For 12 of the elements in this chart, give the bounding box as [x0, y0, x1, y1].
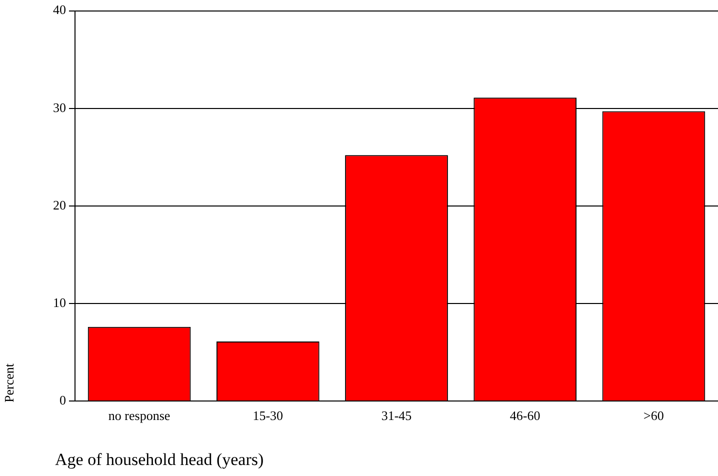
x-axis-title: Age of household head (years): [55, 450, 264, 470]
y-tick-label: 40: [53, 2, 66, 18]
y-tick-label: 10: [53, 294, 66, 310]
x-tick-label: no response: [108, 408, 170, 424]
y-tick-label: 0: [60, 392, 66, 408]
y-axis-title: Percent: [1, 364, 18, 402]
y-tick-label: 30: [53, 100, 66, 115]
x-tick-label: >60: [644, 408, 664, 424]
x-tick-label: 31-45: [381, 408, 412, 424]
x-tick-label: 15-30: [252, 408, 284, 424]
y-tick-label: 20: [53, 197, 66, 212]
x-tick-label: 46-60: [510, 408, 540, 424]
